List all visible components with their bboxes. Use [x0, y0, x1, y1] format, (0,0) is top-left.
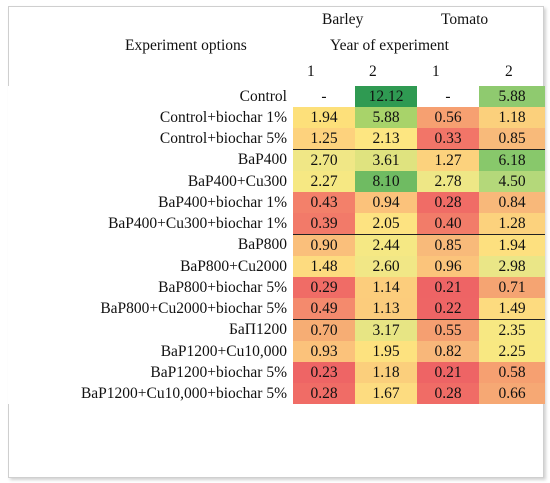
table-row: Control+biochar 5% 1.25 2.13 0.33 0.85 [8, 128, 545, 150]
row-label: BaP400 [8, 149, 293, 171]
value-cell: 2.13 [355, 128, 417, 150]
table-row: BaP800+Cu2000 1.48 2.60 0.96 2.98 [8, 256, 545, 277]
value-cell: 1.49 [479, 298, 545, 320]
value-cell: 0.28 [417, 383, 479, 404]
table-row: BaP400 2.70 3.61 1.27 6.18 [8, 149, 545, 171]
row-label: BaP800+Cu2000+biochar 5% [8, 298, 293, 320]
row-label: BaP800 [8, 234, 293, 256]
header-year-2-barley: 2 [369, 63, 377, 80]
value-cell: 12.12 [355, 86, 417, 107]
value-cell: 0.85 [479, 128, 545, 150]
value-cell: 1.48 [293, 256, 355, 277]
row-label: BaP1200+Cu10,000+biochar 5% [8, 383, 293, 404]
value-cell: - [417, 86, 479, 107]
table-row: BaP1200+Cu10,000+biochar 5% 0.28 1.67 0.28 0… [8, 383, 545, 404]
value-cell: 1.94 [293, 107, 355, 128]
value-cell: 2.27 [293, 171, 355, 192]
value-cell: 1.18 [355, 362, 417, 383]
value-cell: 3.61 [355, 149, 417, 171]
value-cell: 8.10 [355, 171, 417, 192]
row-label: Control+biochar 1% [8, 107, 293, 128]
table-row: BaP800 0.90 2.44 0.85 1.94 [8, 234, 545, 256]
value-cell: 5.88 [479, 86, 545, 107]
value-cell: 1.25 [293, 128, 355, 150]
value-cell: 0.93 [293, 341, 355, 362]
table-row: BaP800+Cu2000+biochar 5% 0.49 1.13 0.22 1.49 [8, 298, 545, 320]
table-row: BaP400+biochar 1% 0.43 0.94 0.28 0.84 [8, 192, 545, 213]
value-cell: 2.78 [417, 171, 479, 192]
row-label: БаП1200 [8, 319, 293, 341]
value-cell: 1.95 [355, 341, 417, 362]
value-cell: 0.55 [417, 319, 479, 341]
value-cell: 0.66 [479, 383, 545, 404]
value-cell: 0.96 [417, 256, 479, 277]
value-cell: 0.28 [293, 383, 355, 404]
results-table: Control -12.12-5.88 Control+biochar 1% 1.94… [8, 86, 545, 404]
row-label: BaP800+Cu2000 [8, 256, 293, 277]
value-cell: 0.23 [293, 362, 355, 383]
value-cell: 1.13 [355, 298, 417, 320]
value-cell: 6.18 [479, 149, 545, 171]
value-cell: 2.35 [479, 319, 545, 341]
value-cell: 2.98 [479, 256, 545, 277]
row-label: BaP400+Cu300+biochar 1% [8, 213, 293, 235]
value-cell: 1.28 [479, 213, 545, 235]
table-row: BaP800+biochar 5% 0.29 1.14 0.21 0.71 [8, 277, 545, 298]
value-cell: 2.60 [355, 256, 417, 277]
value-cell: 0.70 [293, 319, 355, 341]
value-cell: 0.49 [293, 298, 355, 320]
row-label: Control [8, 86, 293, 107]
value-cell: 0.43 [293, 192, 355, 213]
header-year-2-tomato: 2 [505, 63, 513, 80]
value-cell: 0.33 [417, 128, 479, 150]
row-label: BaP400+biochar 1% [8, 192, 293, 213]
header-year-1-tomato: 1 [432, 63, 440, 80]
value-cell: 0.40 [417, 213, 479, 235]
value-cell: 1.67 [355, 383, 417, 404]
value-cell: 0.21 [417, 362, 479, 383]
value-cell: 0.21 [417, 277, 479, 298]
row-label: BaP1200+Cu10,000 [8, 341, 293, 362]
value-cell: 0.39 [293, 213, 355, 235]
value-cell: 2.44 [355, 234, 417, 256]
value-cell: 2.25 [479, 341, 545, 362]
value-cell: 0.56 [417, 107, 479, 128]
row-label: BaP800+biochar 5% [8, 277, 293, 298]
table-row: Control -12.12-5.88 [8, 86, 545, 107]
row-label: BaP1200+biochar 5% [8, 362, 293, 383]
value-cell: 0.71 [479, 277, 545, 298]
value-cell: 0.22 [417, 298, 479, 320]
value-cell: 0.94 [355, 192, 417, 213]
value-cell: 0.29 [293, 277, 355, 298]
header-year-1-barley: 1 [307, 63, 315, 80]
header-tomato: Tomato [441, 11, 489, 28]
value-cell: 2.05 [355, 213, 417, 235]
value-cell: 0.90 [293, 234, 355, 256]
value-cell: 0.82 [417, 341, 479, 362]
value-cell: 5.88 [355, 107, 417, 128]
value-cell: 3.17 [355, 319, 417, 341]
value-cell: 0.85 [417, 234, 479, 256]
table-row: BaP1200+Cu10,000 0.93 1.95 0.82 2.25 [8, 341, 545, 362]
table-row: Control+biochar 1% 1.94 5.88 0.56 1.18 [8, 107, 545, 128]
value-cell: 0.28 [417, 192, 479, 213]
value-cell: 1.27 [417, 149, 479, 171]
value-cell: 0.84 [479, 192, 545, 213]
header-barley: Barley [322, 11, 364, 28]
table-row: BaP400+Cu300 2.27 8.10 2.78 4.50 [8, 171, 545, 192]
table-row: BaP1200+biochar 5% 0.23 1.18 0.21 0.58 [8, 362, 545, 383]
row-label: BaP400+Cu300 [8, 171, 293, 192]
table-row: BaP400+Cu300+biochar 1% 0.39 2.05 0.40 1.28 [8, 213, 545, 235]
value-cell: - [293, 86, 355, 107]
value-cell: 0.58 [479, 362, 545, 383]
value-cell: 1.14 [355, 277, 417, 298]
header-year-of-experiment: Year of experiment [330, 37, 449, 54]
value-cell: 2.70 [293, 149, 355, 171]
value-cell: 1.18 [479, 107, 545, 128]
value-cell: 1.94 [479, 234, 545, 256]
row-label: Control+biochar 5% [8, 128, 293, 150]
table-row: БаП1200 0.70 3.17 0.55 2.35 [8, 319, 545, 341]
header-experiment-options: Experiment options [125, 37, 247, 54]
value-cell: 4.50 [479, 171, 545, 192]
